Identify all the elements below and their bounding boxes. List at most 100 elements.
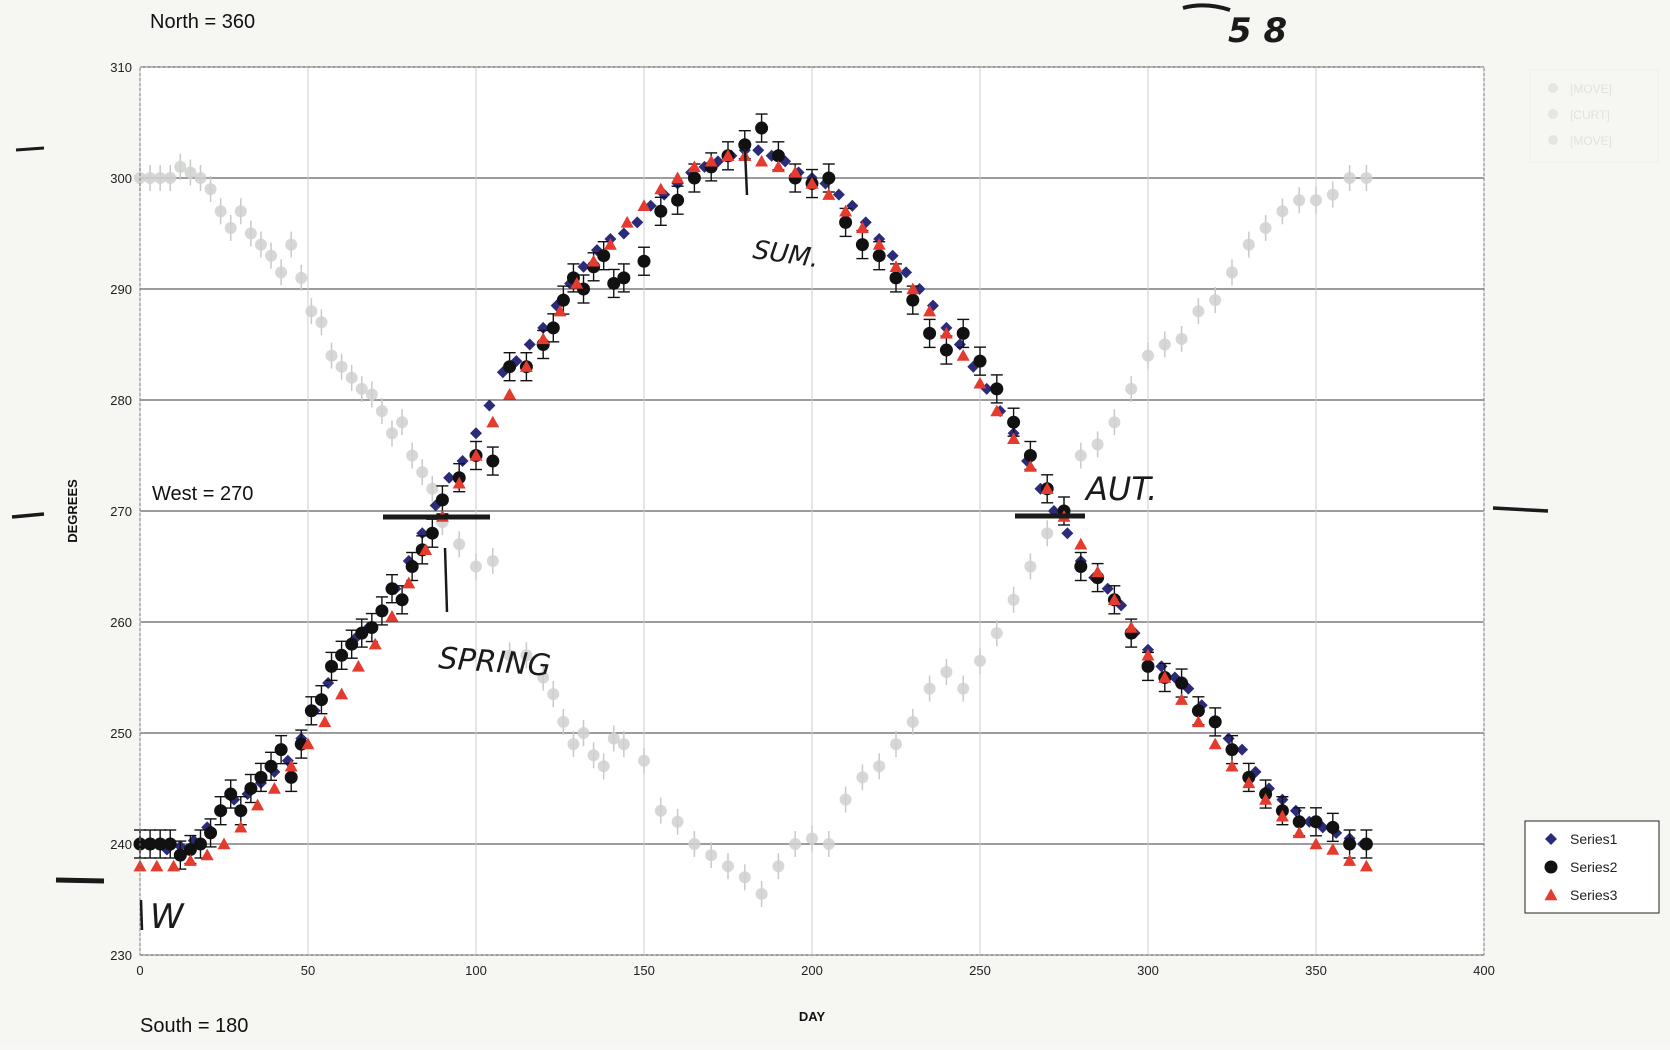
data-point-series3 xyxy=(1309,837,1323,850)
corner-annotation: 5 8 xyxy=(1228,11,1287,51)
spring-annotation: SPRING xyxy=(437,641,552,684)
data-point-series2 xyxy=(973,354,987,368)
data-point-series2 xyxy=(503,360,517,374)
ghost-point xyxy=(1293,194,1306,207)
data-point-series3 xyxy=(1208,737,1222,750)
data-point-series3 xyxy=(570,276,584,289)
ghost-point xyxy=(234,205,247,218)
ghost-point xyxy=(1074,449,1087,462)
data-point-series2 xyxy=(654,204,668,218)
data-point-series1 xyxy=(470,427,482,440)
ghost-point xyxy=(355,382,368,395)
data-point-series2 xyxy=(314,693,328,707)
data-point-series3 xyxy=(906,282,920,295)
ghost-point xyxy=(772,860,785,873)
data-point-series3 xyxy=(704,154,718,167)
ghost-point xyxy=(923,682,936,695)
data-point-series2 xyxy=(234,804,248,818)
data-point-series2 xyxy=(1326,820,1340,834)
data-point-series1 xyxy=(1061,527,1074,540)
data-point-series2 xyxy=(385,582,399,596)
ghost-point xyxy=(214,205,227,218)
ghost-point xyxy=(325,349,338,362)
ghost-legend-label: [CURT] xyxy=(1570,108,1610,122)
data-point-series3 xyxy=(1091,565,1105,578)
ghost-point xyxy=(144,172,157,184)
faded-ghost-series xyxy=(134,153,1373,907)
data-point-series2 xyxy=(173,848,187,862)
data-point-series1 xyxy=(832,188,845,201)
ghost-point xyxy=(470,560,482,573)
data-point-series2 xyxy=(264,759,278,773)
data-point-series3 xyxy=(822,188,836,200)
data-point-series3 xyxy=(200,848,214,861)
data-point-series3 xyxy=(1023,460,1037,472)
ghost-point xyxy=(194,172,207,184)
west-label: West = 270 xyxy=(152,483,253,505)
margin-dash-middle xyxy=(11,512,45,519)
data-point-series3 xyxy=(654,182,668,195)
data-point-series3 xyxy=(687,160,701,173)
x-tick-label: 350 xyxy=(1305,963,1327,978)
data-point-series1 xyxy=(752,144,765,157)
ghost-point xyxy=(789,838,802,850)
legend: Series1 Series2 Series3 xyxy=(1524,820,1660,914)
ghost-point xyxy=(688,838,701,850)
ghost-point xyxy=(1158,338,1171,351)
data-point-series2 xyxy=(607,276,621,290)
data-point-series2 xyxy=(771,149,785,163)
ghost-point xyxy=(295,271,308,284)
data-point-series2 xyxy=(1141,659,1155,673)
data-point-series3 xyxy=(217,837,231,850)
data-point-series2 xyxy=(738,138,752,152)
data-point-series2 xyxy=(1007,415,1021,429)
data-point-series2 xyxy=(193,837,207,851)
data-point-series2 xyxy=(855,238,869,252)
data-point-series3 xyxy=(755,154,769,167)
data-point-series2 xyxy=(325,659,339,673)
ghost-point xyxy=(386,427,398,440)
ghost-point xyxy=(557,715,570,728)
data-point-series3 xyxy=(889,260,903,272)
data-point-series3 xyxy=(973,376,987,389)
data-point-series3 xyxy=(603,238,617,250)
data-point-series3 xyxy=(301,737,315,750)
ghost-point xyxy=(755,887,768,900)
data-point-series2 xyxy=(872,249,886,263)
data-point-series3 xyxy=(318,715,332,728)
data-point-series3 xyxy=(721,149,735,161)
data-point-series1 xyxy=(631,216,644,229)
data-point-series2 xyxy=(355,626,369,640)
ghost-point xyxy=(806,832,818,845)
data-point-series2 xyxy=(204,826,218,840)
ghost-point xyxy=(265,249,278,262)
ghost-point xyxy=(244,227,257,240)
data-point-series3 xyxy=(553,304,567,317)
ghost-point xyxy=(416,466,429,479)
ghost-point xyxy=(1192,305,1205,318)
data-point-series2 xyxy=(597,249,611,263)
data-point-series2 xyxy=(1225,743,1239,757)
ghost-point xyxy=(453,538,466,551)
legend-marker-series2 xyxy=(1544,860,1558,874)
ghost-point xyxy=(638,754,650,767)
data-point-series2 xyxy=(1343,837,1357,851)
data-point-series3 xyxy=(150,859,164,872)
ghost-legend: [MOVE] [CURT] [MOVE] xyxy=(1529,69,1659,163)
ghost-legend-marker xyxy=(1548,135,1558,145)
ghost-point xyxy=(567,738,580,751)
data-point-series2 xyxy=(1191,704,1205,718)
x-tick-label: 50 xyxy=(301,963,315,978)
ghost-point xyxy=(1259,221,1272,234)
x-tick-label: 100 xyxy=(465,963,487,978)
ghost-point xyxy=(1175,332,1188,345)
data-point-series3 xyxy=(872,238,886,250)
data-point-series3 xyxy=(1124,621,1138,633)
data-point-series3 xyxy=(1107,593,1121,605)
ghost-legend-marker xyxy=(1548,83,1558,93)
ghost-point xyxy=(1142,349,1154,362)
data-point-series3 xyxy=(1191,715,1205,728)
data-point-series3 xyxy=(1292,826,1306,839)
ghost-point xyxy=(587,749,600,762)
